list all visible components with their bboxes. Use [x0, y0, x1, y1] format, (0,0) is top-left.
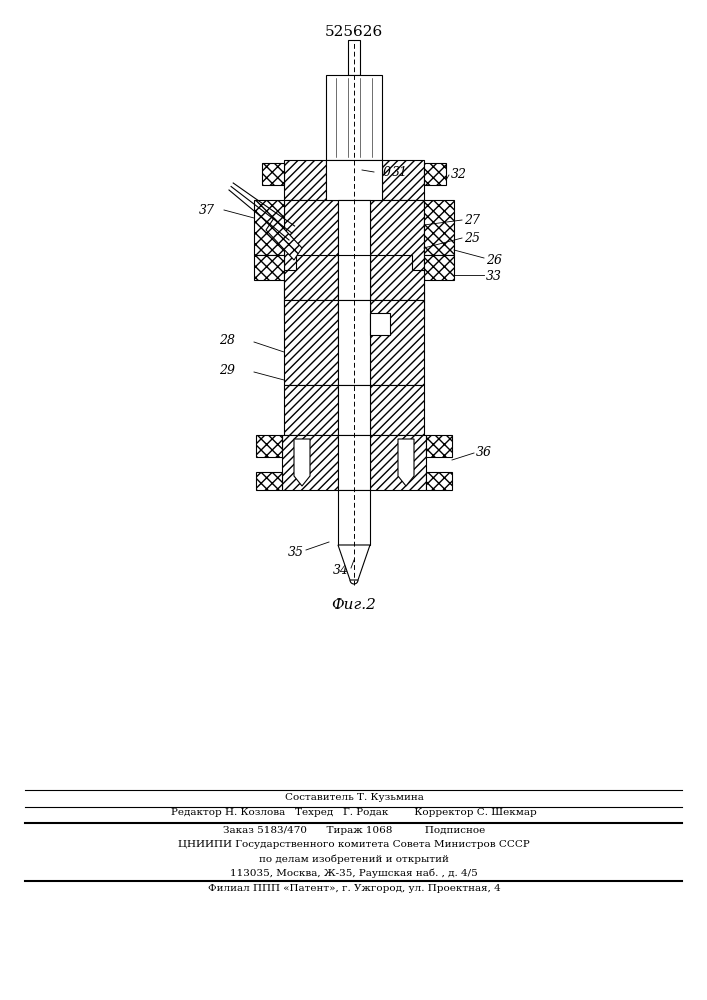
Bar — [424, 255, 454, 280]
Text: 26: 26 — [486, 253, 502, 266]
Bar — [256, 435, 282, 457]
Bar — [426, 472, 452, 490]
Text: Составитель Т. Кузьмина: Составитель Т. Кузьмина — [284, 793, 423, 802]
Bar — [338, 200, 370, 320]
Text: по делам изобретений и открытий: по делам изобретений и открытий — [259, 854, 449, 863]
Bar — [256, 472, 282, 490]
Bar — [370, 313, 390, 335]
Bar — [262, 163, 284, 185]
Polygon shape — [398, 439, 414, 486]
Text: 30: 30 — [376, 165, 392, 178]
Bar — [338, 255, 370, 300]
Text: ЦНИИПИ Государственного комитета Совета Министров СССР: ЦНИИПИ Государственного комитета Совета … — [178, 840, 530, 849]
Text: 31: 31 — [392, 165, 408, 178]
Text: 25: 25 — [464, 232, 480, 244]
Polygon shape — [266, 218, 302, 260]
Polygon shape — [370, 255, 424, 300]
Polygon shape — [284, 300, 338, 385]
Polygon shape — [284, 255, 338, 300]
Bar — [338, 385, 370, 435]
Text: Филиал ППП «Патент», г. Ужгород, ул. Проектная, 4: Филиал ППП «Патент», г. Ужгород, ул. Про… — [208, 884, 501, 893]
Bar — [338, 300, 370, 385]
Text: 32: 32 — [451, 168, 467, 182]
Bar — [254, 255, 284, 280]
Bar — [326, 75, 382, 160]
Polygon shape — [284, 200, 338, 320]
Bar — [326, 160, 382, 200]
Text: Редактор Н. Козлова   Техред   Г. Родак        Корректор С. Шекмар: Редактор Н. Козлова Техред Г. Родак Корр… — [171, 808, 537, 817]
Bar — [338, 490, 370, 545]
Bar — [348, 40, 360, 75]
Text: Заказ 5183/470      Тираж 1068          Подписное: Заказ 5183/470 Тираж 1068 Подписное — [223, 826, 485, 835]
Text: 35: 35 — [288, 546, 304, 558]
Bar — [424, 200, 454, 255]
Bar — [338, 435, 370, 490]
Polygon shape — [284, 385, 338, 435]
Text: Фиг.2: Фиг.2 — [332, 598, 376, 612]
Text: 37: 37 — [199, 204, 215, 217]
Polygon shape — [370, 435, 426, 490]
Text: 113035, Москва, Ж-35, Раушская наб. , д. 4/5: 113035, Москва, Ж-35, Раушская наб. , д.… — [230, 868, 478, 878]
Polygon shape — [370, 200, 424, 320]
Polygon shape — [382, 160, 424, 200]
Text: 33: 33 — [486, 269, 502, 282]
Text: 525626: 525626 — [325, 25, 383, 39]
Polygon shape — [284, 160, 326, 200]
Text: 27: 27 — [464, 214, 480, 227]
Bar — [426, 435, 452, 457]
Text: 34: 34 — [333, 564, 349, 576]
Polygon shape — [370, 300, 424, 385]
Polygon shape — [370, 385, 424, 435]
Text: 29: 29 — [219, 363, 235, 376]
Bar — [254, 200, 284, 255]
Text: 28: 28 — [219, 334, 235, 347]
Polygon shape — [282, 435, 338, 490]
Polygon shape — [338, 545, 370, 580]
Bar — [424, 163, 446, 185]
Polygon shape — [294, 439, 310, 486]
Text: 36: 36 — [476, 446, 492, 458]
